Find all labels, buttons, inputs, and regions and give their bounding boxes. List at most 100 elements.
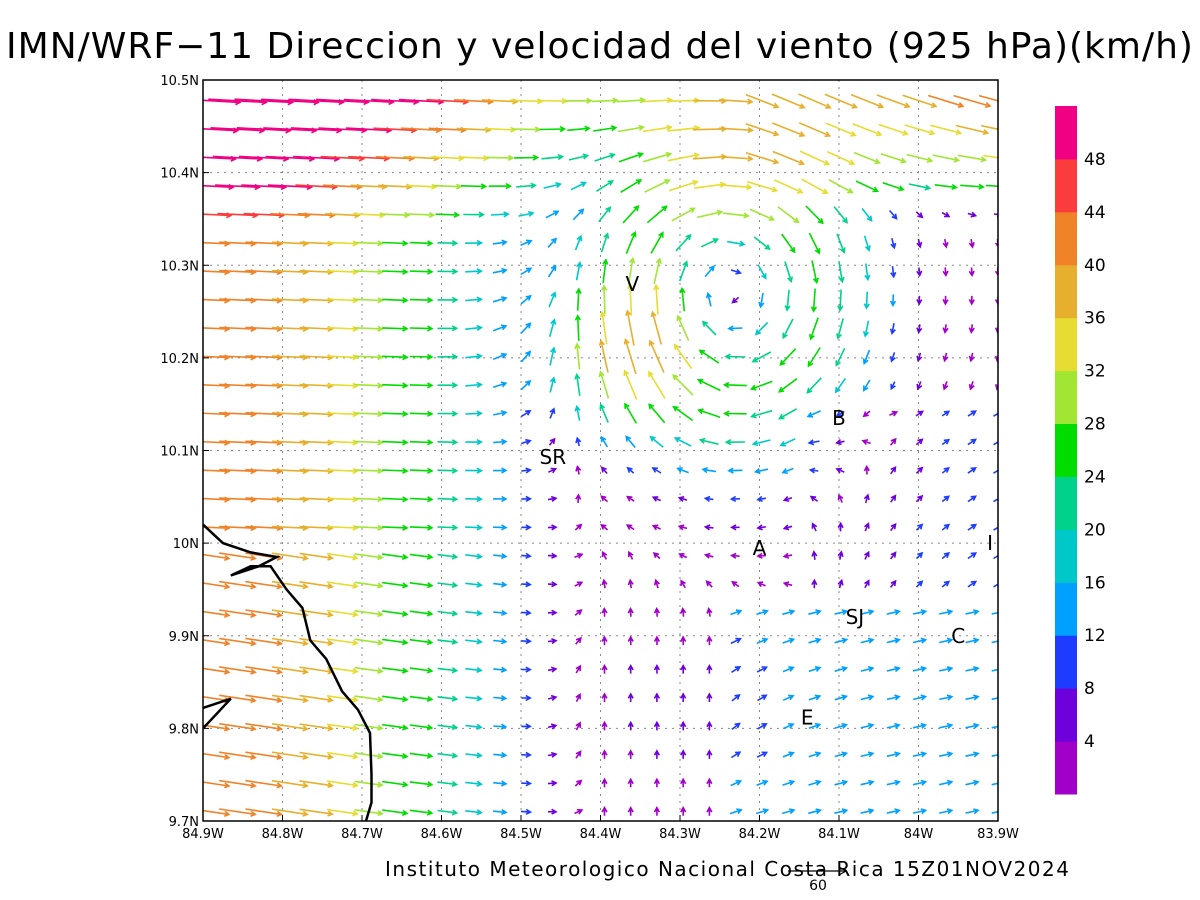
wind-arrow [574,552,584,559]
wind-arrow [729,808,743,815]
wind-arrow [627,749,634,759]
wind-arrow [575,287,582,311]
wind-arrow [437,382,459,389]
wind-arrow [955,124,990,136]
wind-arrow [701,467,717,474]
wind-arrow [548,437,556,446]
wind-arrow [493,553,508,560]
wind-arrow [834,609,849,616]
wind-arrow [808,666,822,673]
wind-arrow [784,289,791,312]
y-axis-ticks: 10.5N 10.4N 10.3N 10.2N 10.1N 10N 9.9N 9.8N 9.7N [160,74,209,830]
wind-arrow [600,495,609,503]
wind-arrow [409,553,434,560]
wind-arrow [493,808,508,816]
wind-arrow [836,233,846,254]
wind-arrow [675,233,692,252]
wind-arrow [271,723,309,732]
wind-arrow [968,238,975,249]
wind-arrow [942,324,949,334]
wind-arrow [751,439,771,447]
wind-arrow [939,694,954,701]
wind-arrow [627,720,634,731]
wind-arrow [680,607,687,617]
wind-arrow [547,723,558,730]
wind-arrow [965,666,980,673]
wind-arrow [779,438,796,447]
x-tick-label: 84.7W [341,827,383,842]
wind-arrow [756,637,769,644]
wind-arrow [886,751,901,758]
wind-arrow [680,806,687,816]
wind-arrow [756,609,769,616]
wind-arrow [777,206,800,224]
wind-vectors [203,93,998,817]
wind-arrow [808,609,822,616]
wind-arrow [648,339,665,373]
wind-arrow [354,524,384,531]
city-label: I [987,531,993,555]
wind-arrow [521,609,532,616]
wind-arrow [409,268,434,275]
wind-arrow [520,350,532,363]
wind-arrow [705,291,712,307]
wind-arrow [706,635,713,646]
wind-arrow [245,609,284,618]
wind-arrow [757,723,768,730]
wind-arrow [705,580,713,588]
wind-arrow [521,694,532,702]
wind-arrow [520,294,532,305]
wind-arrow [465,438,483,446]
wind-arrow [493,467,508,474]
wind-arrow [731,693,741,702]
wind-arrow [539,125,567,133]
wind-arrow [548,467,558,474]
wind-arrow [967,580,978,588]
wind-arrow [627,663,634,674]
wind-arrow [245,694,284,704]
wind-arrow [993,438,998,446]
wind-arrow [493,723,508,730]
wind-arrow [749,380,773,391]
wind-arrow [677,524,688,531]
wind-arrow [915,211,924,219]
wind-arrow [772,122,806,137]
wind-arrow [835,410,845,417]
wind-arrow [941,410,951,417]
wind-arrow [465,467,484,474]
wind-arrow [437,268,459,275]
wind-arrow [493,638,508,645]
wind-arrow [834,637,849,644]
wind-arrow [653,635,661,646]
city-label: C [951,624,965,648]
wind-arrow [574,373,581,396]
wind-arrow [299,751,334,760]
wind-arrow [409,496,434,503]
wind-arrow [521,638,532,645]
wind-arrow [648,370,666,399]
wind-arrow [991,611,998,615]
wind-arrow [731,580,740,588]
wind-arrow [565,97,593,104]
wind-arrow [354,695,384,703]
wind-arrow [219,609,257,618]
wind-arrow [745,123,780,137]
wind-arrow [354,382,384,389]
wind-arrow [219,580,257,590]
wind-arrow [490,211,510,218]
wind-arrow [983,154,998,159]
wind-arrow [465,410,483,417]
x-tick-label: 84W [904,827,934,842]
wind-arrow [991,810,998,814]
wind-arrow [730,637,742,645]
wind-arrow [409,382,434,389]
wind-arrow [967,438,977,446]
wind-arrow [493,495,508,503]
wind-arrow [927,94,965,108]
wind-arrow [574,779,583,787]
wind-arrow [271,808,309,817]
wind-arrow [437,553,459,560]
y-tick-label: 10N [173,537,199,552]
wind-arrow [493,751,508,759]
wind-arrow [653,720,661,731]
